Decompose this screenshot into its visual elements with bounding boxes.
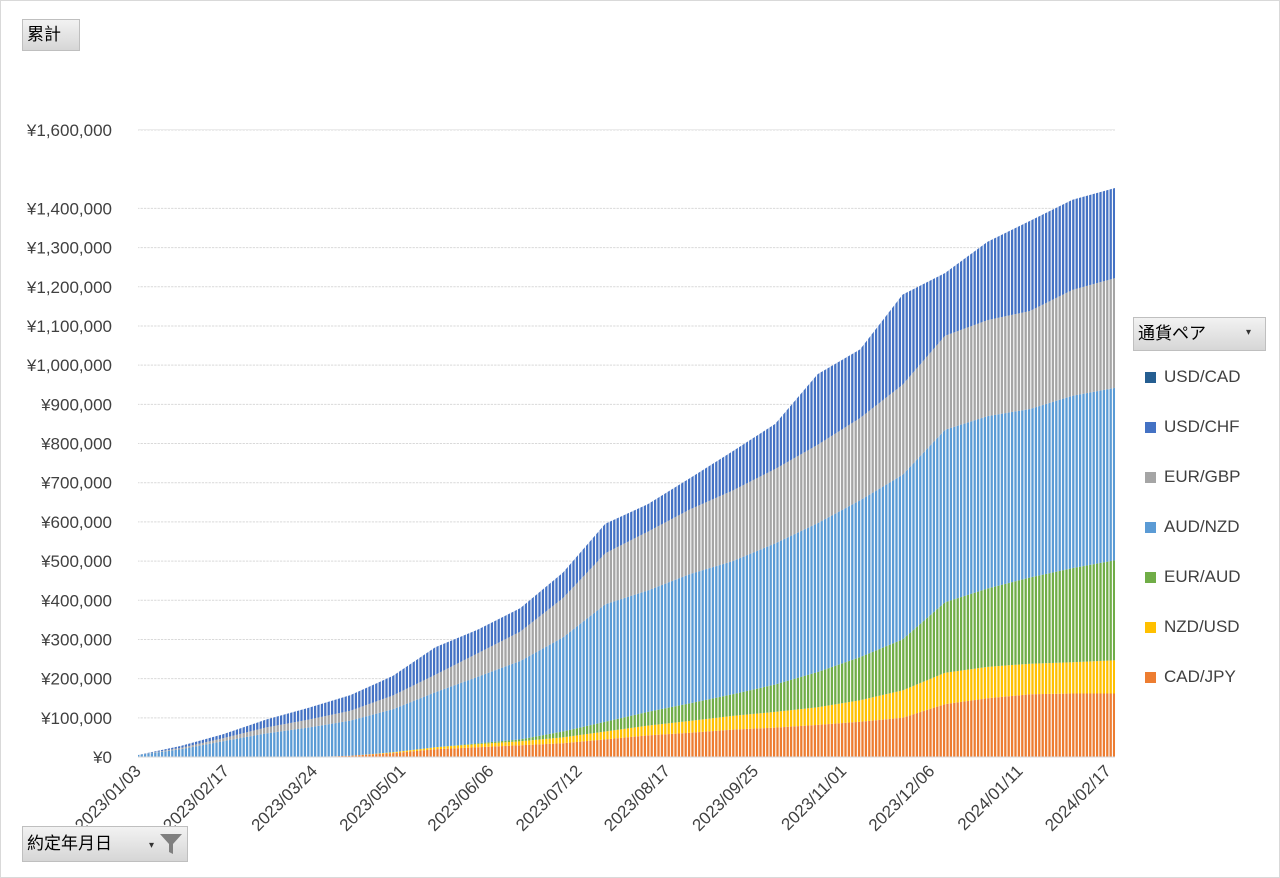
y-tick-label: ¥200,000 [40,670,112,689]
legend-label: AUD/NZD [1164,517,1240,536]
y-tick-label: ¥600,000 [40,513,112,532]
legend-label: USD/CHF [1164,417,1240,436]
legend-swatch [1145,522,1156,533]
y-tick-label: ¥1,300,000 [26,239,112,258]
legend-label: NZD/USD [1164,617,1240,636]
legend-swatch [1145,672,1156,683]
y-tick-label: ¥500,000 [40,552,112,571]
y-tick-label: ¥400,000 [40,591,112,610]
y-tick-label: ¥700,000 [40,474,112,493]
y-tick-label: ¥800,000 [40,435,112,454]
x-tick-label: 2023/03/24 [248,761,322,835]
dropdown-caret-icon: ▾ [149,840,155,851]
x-tick-label: 2023/09/25 [688,761,762,835]
legend-swatch [1145,422,1156,433]
y-tick-label: ¥1,000,000 [26,356,112,375]
x-tick-label: 2023/06/06 [424,761,498,835]
x-tick-label: 2023/01/03 [71,761,145,835]
dropdown-caret-icon: ▾ [1246,327,1252,338]
x-tick-label: 2023/08/17 [600,761,674,835]
legend-label: USD/CAD [1164,367,1241,386]
legend-label: CAD/JPY [1164,667,1236,686]
legend-swatch [1145,572,1156,583]
y-tick-label: ¥1,200,000 [26,278,112,297]
y-axis-ticks: ¥0 ¥100,000 ¥200,000 ¥300,000 ¥400,000 ¥500,0… [26,121,112,767]
legend-label: EUR/GBP [1164,467,1241,486]
filter-icon[interactable] [159,833,183,855]
legend-swatch [1145,622,1156,633]
x-axis-ticks: 2023/01/03 2023/02/17 2023/03/24 2023/05/01… [71,761,1115,835]
date-field-button[interactable]: 約定年月日 ▾ [22,826,188,862]
x-tick-label: 2024/02/17 [1041,761,1115,835]
legend-swatch [1145,472,1156,483]
x-tick-label: 2023/05/01 [336,761,410,835]
date-field-label: 約定年月日 [27,834,112,853]
y-tick-label: ¥900,000 [40,395,112,414]
y-tick-label: ¥0 [92,748,112,767]
x-tick-label: 2023/11/01 [778,761,851,834]
y-tick-label: ¥1,400,000 [26,199,112,218]
legend-field-label: 通貨ペア [1138,324,1206,343]
legend-label: EUR/AUD [1164,567,1241,586]
x-tick-label: 2023/12/06 [865,761,939,835]
sum-field-button[interactable]: 累計 [22,19,80,51]
y-tick-label: ¥1,600,000 [26,121,112,140]
y-tick-label: ¥300,000 [40,630,112,649]
x-tick-label: 2023/07/12 [512,761,586,835]
y-tick-label: ¥100,000 [40,709,112,728]
legend-field-button[interactable]: 通貨ペア ▾ [1133,317,1266,351]
x-tick-label: 2024/01/11 [954,761,1027,834]
legend-swatch [1145,372,1156,383]
y-tick-label: ¥1,100,000 [26,317,112,336]
x-tick-label: 2023/02/17 [159,761,233,835]
bar-hatching [138,130,1115,758]
sum-field-label: 累計 [27,25,61,44]
